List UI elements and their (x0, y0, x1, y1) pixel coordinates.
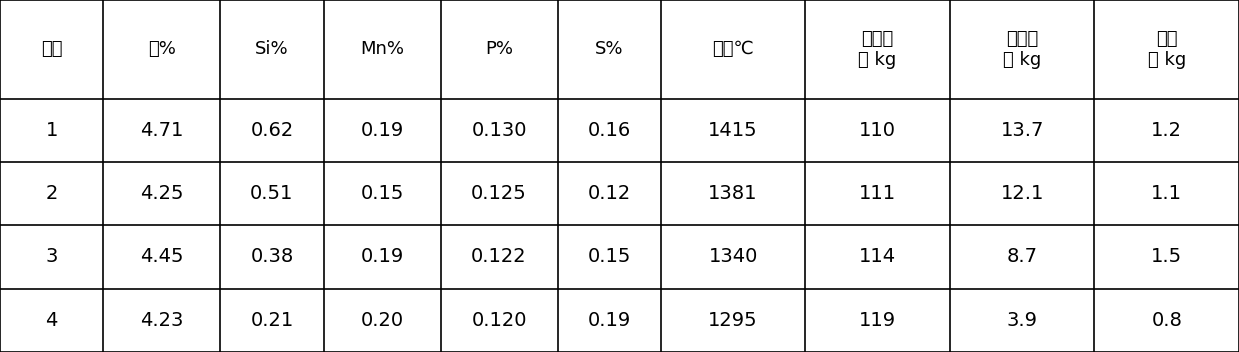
Text: 12.1: 12.1 (1000, 184, 1044, 203)
Text: 留渣
量 kg: 留渣 量 kg (1147, 30, 1186, 69)
Text: Mn%: Mn% (361, 40, 404, 58)
Text: 0.19: 0.19 (361, 247, 404, 266)
Text: 8.7: 8.7 (1006, 247, 1038, 266)
Text: 2: 2 (46, 184, 58, 203)
Text: 3: 3 (46, 247, 58, 266)
Text: 114: 114 (859, 247, 896, 266)
Text: 0.38: 0.38 (250, 247, 294, 266)
Text: 温度℃: 温度℃ (712, 40, 755, 58)
Text: 3.9: 3.9 (1006, 311, 1038, 330)
Text: 1.2: 1.2 (1151, 121, 1182, 140)
Text: 1.1: 1.1 (1151, 184, 1182, 203)
Text: 0.12: 0.12 (587, 184, 631, 203)
Text: 111: 111 (859, 184, 896, 203)
Text: 0.20: 0.20 (361, 311, 404, 330)
Text: 13.7: 13.7 (1000, 121, 1044, 140)
Text: 1415: 1415 (709, 121, 758, 140)
Text: 0.16: 0.16 (587, 121, 631, 140)
Text: 4.23: 4.23 (140, 311, 183, 330)
Text: 119: 119 (859, 311, 896, 330)
Text: 4.71: 4.71 (140, 121, 183, 140)
Text: 0.130: 0.130 (471, 121, 527, 140)
Text: 0.51: 0.51 (250, 184, 294, 203)
Text: 0.62: 0.62 (250, 121, 294, 140)
Text: 铁水质
量 kg: 铁水质 量 kg (859, 30, 897, 69)
Text: 0.125: 0.125 (471, 184, 527, 203)
Text: P%: P% (484, 40, 513, 58)
Text: 炉号: 炉号 (41, 40, 62, 58)
Text: 0.8: 0.8 (1151, 311, 1182, 330)
Text: 1: 1 (46, 121, 58, 140)
Text: 0.120: 0.120 (471, 311, 527, 330)
Text: 1.5: 1.5 (1151, 247, 1182, 266)
Text: 0.19: 0.19 (587, 311, 631, 330)
Text: 4.25: 4.25 (140, 184, 183, 203)
Text: 4: 4 (46, 311, 58, 330)
Text: 0.21: 0.21 (250, 311, 294, 330)
Text: 0.15: 0.15 (587, 247, 631, 266)
Text: 废钢质
量 kg: 废钢质 量 kg (1004, 30, 1041, 69)
Text: 碳%: 碳% (147, 40, 176, 58)
Text: 110: 110 (859, 121, 896, 140)
Text: 4.45: 4.45 (140, 247, 183, 266)
Text: 1340: 1340 (709, 247, 758, 266)
Text: 0.19: 0.19 (361, 121, 404, 140)
Text: 1381: 1381 (709, 184, 758, 203)
Text: 0.122: 0.122 (471, 247, 527, 266)
Text: Si%: Si% (255, 40, 289, 58)
Text: 1295: 1295 (709, 311, 758, 330)
Text: 0.15: 0.15 (361, 184, 404, 203)
Text: S%: S% (595, 40, 623, 58)
